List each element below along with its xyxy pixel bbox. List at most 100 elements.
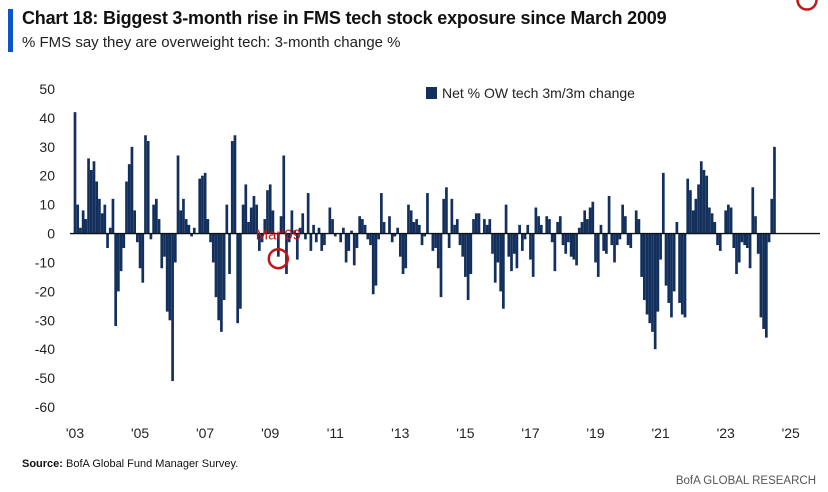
y-tick-label: -20 — [35, 283, 55, 299]
bar — [520, 233, 524, 251]
bar — [203, 172, 207, 234]
bar — [276, 233, 280, 257]
x-tick-label: '15 — [456, 425, 474, 441]
bar — [249, 207, 253, 234]
bar — [634, 210, 638, 234]
bar — [586, 219, 589, 234]
bar — [518, 224, 521, 234]
bar — [691, 210, 695, 234]
bar — [472, 219, 475, 234]
bar — [293, 230, 296, 234]
bar — [176, 155, 180, 234]
bar — [157, 219, 161, 234]
bar — [737, 233, 741, 263]
bar — [398, 233, 402, 257]
bar — [645, 233, 649, 315]
bars-group — [73, 112, 776, 381]
bar — [222, 233, 226, 301]
bar — [117, 233, 120, 292]
annotation-label: Jul'25 — [787, 0, 826, 4]
bar — [258, 233, 261, 251]
bar — [380, 193, 383, 234]
bar — [171, 233, 174, 381]
bar — [106, 233, 109, 248]
bar — [708, 207, 711, 234]
bar — [466, 233, 470, 301]
bar — [556, 221, 559, 234]
bar — [445, 187, 448, 234]
bar — [523, 233, 527, 240]
bar — [271, 210, 275, 234]
bar — [705, 175, 709, 234]
bar — [436, 233, 440, 269]
bar — [561, 233, 565, 246]
x-tick-label: '19 — [586, 425, 604, 441]
bar — [309, 233, 313, 251]
bar — [770, 198, 774, 234]
bar — [653, 233, 657, 350]
bar — [409, 210, 413, 234]
bar — [92, 161, 96, 234]
bar — [735, 233, 738, 275]
bar — [469, 233, 473, 275]
bar — [211, 233, 215, 263]
bar — [686, 178, 690, 234]
bar — [447, 233, 451, 248]
bar — [114, 233, 118, 327]
bar — [347, 233, 351, 251]
bar — [610, 233, 614, 246]
bar — [577, 227, 581, 234]
y-tick-label: 10 — [39, 197, 55, 213]
bar — [754, 216, 757, 234]
bar — [355, 233, 359, 248]
bar — [569, 233, 573, 257]
bar — [491, 233, 494, 254]
y-tick-label: 20 — [39, 168, 55, 184]
bar — [724, 210, 728, 234]
bar — [607, 195, 611, 234]
bar — [539, 224, 543, 234]
bar — [298, 227, 302, 234]
bar — [173, 233, 177, 263]
bar — [201, 175, 204, 234]
bar — [407, 204, 410, 234]
bar — [233, 135, 237, 234]
bar — [642, 233, 646, 301]
bar — [339, 233, 343, 243]
bar — [84, 219, 88, 234]
bar — [122, 233, 126, 248]
bar — [689, 190, 692, 234]
bar — [260, 233, 264, 243]
bar — [130, 146, 134, 234]
bar — [244, 184, 248, 234]
bar — [100, 213, 104, 234]
bar — [141, 233, 145, 283]
bar — [230, 141, 234, 234]
bar — [304, 233, 307, 240]
x-tick-label: '17 — [521, 425, 539, 441]
y-tick-label: 0 — [47, 226, 55, 242]
bar — [342, 227, 345, 234]
bar — [567, 233, 570, 243]
bar — [198, 178, 202, 234]
bar — [558, 216, 562, 234]
footer-credit: BofA GLOBAL RESEARCH — [675, 475, 816, 487]
bar — [710, 213, 714, 234]
bar — [393, 233, 397, 237]
bar — [179, 210, 183, 234]
bar — [594, 233, 597, 263]
bar — [73, 112, 77, 234]
bar — [312, 224, 315, 234]
bar — [553, 233, 557, 272]
bar — [624, 216, 627, 234]
bar — [79, 227, 82, 234]
bar — [415, 219, 418, 234]
bar — [163, 233, 166, 257]
bar — [420, 233, 424, 246]
bar — [290, 210, 294, 234]
bar — [510, 233, 513, 272]
bar — [727, 204, 730, 234]
bar — [306, 193, 310, 234]
bar — [713, 221, 717, 234]
